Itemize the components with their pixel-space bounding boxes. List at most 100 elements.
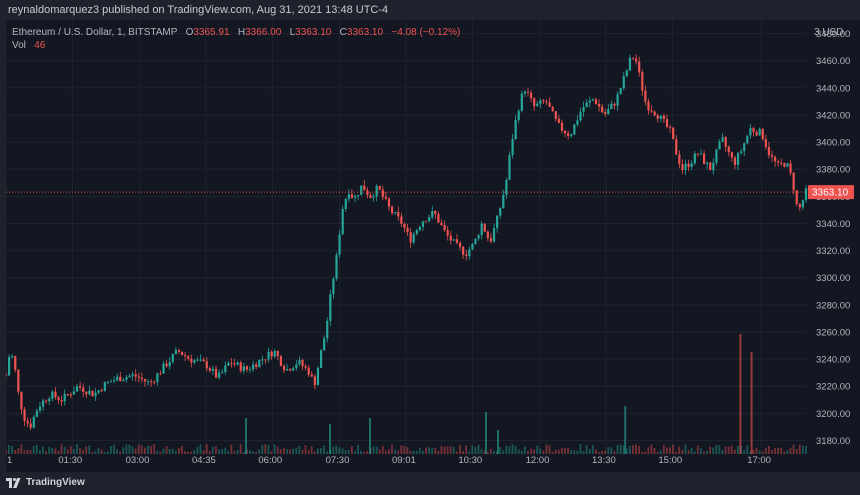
candle-body	[357, 195, 360, 197]
candle-body	[282, 365, 286, 371]
candle-body	[477, 235, 480, 239]
volume-bar	[489, 448, 492, 454]
candle-body	[665, 119, 669, 127]
volume-bar	[255, 451, 257, 454]
candle-body	[619, 88, 622, 95]
volume-bar	[434, 447, 437, 454]
candle-body	[75, 386, 79, 392]
volume-bar	[137, 444, 140, 454]
candle-body	[780, 162, 783, 164]
candle-body	[452, 239, 455, 241]
volume-bar	[295, 447, 298, 454]
legend: Ethereum / U.S. Dollar, 1, BITSTAMP O336…	[12, 26, 460, 52]
candle-body	[424, 221, 428, 223]
volume-bar	[17, 448, 20, 454]
candle-body	[659, 115, 662, 119]
volume-bar	[63, 446, 66, 454]
volume-bar	[746, 445, 749, 454]
price-axis[interactable]: 3180.00 3200.00 3220.00 3240.00 3260.00 3280.…	[816, 29, 850, 447]
volume-bar	[690, 447, 693, 454]
volume-bar	[119, 451, 122, 454]
candle-body	[375, 185, 378, 197]
candle-body	[252, 364, 255, 370]
candle-body	[230, 363, 233, 365]
volume-bar	[338, 447, 341, 454]
volume-bar	[613, 451, 616, 454]
volume-bar	[363, 451, 366, 454]
candle-body	[449, 235, 452, 241]
candle-body	[128, 375, 131, 378]
volume-bar	[805, 446, 807, 454]
candle-body	[483, 223, 486, 232]
vol-value: 46	[34, 40, 46, 51]
volume-bar	[459, 444, 461, 454]
candle-body	[746, 135, 749, 144]
volume-bar	[455, 451, 458, 454]
candle-body	[116, 376, 119, 381]
volume-bar	[536, 445, 539, 454]
volume-bar	[743, 450, 746, 454]
volume-bar	[208, 450, 211, 454]
volume-bar	[110, 445, 112, 454]
candle-body	[165, 363, 168, 367]
candle-body	[727, 146, 730, 153]
volume-bar	[190, 451, 193, 454]
candle-body	[486, 231, 489, 239]
candle-body	[242, 366, 245, 371]
volume-bar	[437, 451, 440, 454]
candle-body	[208, 368, 211, 371]
candle-body	[653, 111, 656, 116]
candle-body	[134, 374, 137, 377]
legend-symbol-row: Ethereum / U.S. Dollar, 1, BITSTAMP O336…	[12, 26, 460, 39]
volume-bar	[292, 448, 295, 454]
volume-bar	[140, 445, 143, 454]
volume-bar	[554, 449, 557, 454]
volume-bar	[471, 445, 474, 454]
candle-body	[696, 153, 699, 155]
candle-body	[329, 294, 332, 321]
volume-bar	[224, 447, 227, 454]
candle-body	[394, 212, 397, 214]
candle-body	[542, 100, 545, 102]
tradingview-brand[interactable]: TradingView	[6, 477, 85, 488]
volume-bar	[505, 445, 508, 454]
volume-bar	[662, 444, 665, 454]
candle-body	[341, 208, 344, 235]
candle-body	[767, 146, 771, 156]
candle-body	[502, 194, 505, 208]
candle-body	[431, 211, 434, 218]
volume-bar	[236, 450, 239, 454]
time-axis[interactable]: 1 01:30 03:00 04:35 06:00 07:30 09:01 10:30 12:0…	[7, 455, 771, 466]
volume-bar	[777, 447, 780, 454]
candle-body	[465, 254, 468, 257]
candle-body	[755, 131, 758, 136]
chart-area[interactable]: 3180.00 3200.00 3220.00 3240.00 3260.00 3280.…	[4, 20, 860, 472]
candle-body	[681, 164, 684, 171]
candle-body	[579, 111, 582, 121]
volume-bar	[304, 445, 307, 454]
volume-bar	[323, 445, 325, 454]
volume-spike	[750, 352, 753, 454]
volume-bar	[749, 451, 752, 454]
candle-body	[304, 366, 307, 368]
candle-body	[400, 216, 403, 224]
candle-body	[736, 152, 740, 165]
candle-body	[774, 156, 777, 162]
volume-bar	[601, 450, 603, 454]
footer	[0, 472, 860, 495]
volume-bar	[397, 450, 400, 454]
volume-bar	[758, 450, 761, 454]
volume-bar	[712, 447, 715, 454]
price-chart[interactable]: 3180.00 3200.00 3220.00 3240.00 3260.00 3280.…	[4, 20, 860, 472]
candle-body	[267, 351, 270, 360]
candle-body	[403, 223, 406, 228]
volume-bar	[761, 451, 764, 454]
candle-body	[4, 375, 8, 377]
x-tick-label: 04:35	[192, 455, 216, 466]
volume-spike	[369, 418, 371, 454]
candle-body	[69, 394, 72, 396]
candle-body	[613, 103, 616, 106]
candle-body	[366, 190, 369, 195]
volume-bar	[628, 445, 631, 454]
candle-body	[795, 190, 798, 204]
